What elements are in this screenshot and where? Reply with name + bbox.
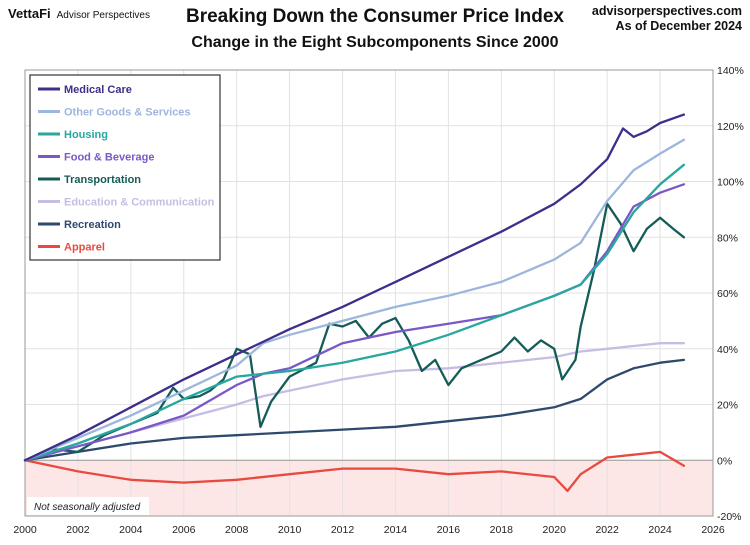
plot-border <box>24 69 714 517</box>
x-tick-label: 2010 <box>278 524 302 536</box>
note-box <box>27 497 149 515</box>
legend-label: Recreation <box>64 219 121 231</box>
as-of-date: As of December 2024 <box>615 19 742 33</box>
x-tick-label: 2002 <box>66 524 90 536</box>
y-tick-label: -20% <box>717 511 742 523</box>
series-line <box>23 113 686 462</box>
series-line <box>23 183 686 462</box>
y-tick-label: 80% <box>717 232 738 244</box>
y-tick-label: 40% <box>717 344 738 356</box>
note-label: Not seasonally adjusted <box>34 502 141 513</box>
x-tick-label: 2016 <box>437 524 461 536</box>
series-line <box>23 450 686 493</box>
x-tick-label: 2024 <box>648 524 672 536</box>
x-tick-label: 2020 <box>543 524 567 536</box>
legend-label: Apparel <box>64 242 105 254</box>
x-tick-label: 2026 <box>701 524 725 536</box>
legend-label: Food & Beverage <box>64 152 154 164</box>
x-tick-label: 2004 <box>119 524 143 536</box>
brand-logo: VettaFi Advisor Perspectives <box>8 6 150 21</box>
x-tick-label: 2006 <box>172 524 196 536</box>
chart-title: Breaking Down the Consumer Price Index <box>186 6 564 27</box>
y-tick-label: 60% <box>717 288 738 300</box>
y-tick-label: 20% <box>717 400 738 412</box>
legend-label: Transportation <box>64 174 141 186</box>
legend-label: Housing <box>64 129 108 141</box>
series-line <box>23 163 686 462</box>
series-line <box>23 138 686 462</box>
legend-label: Other Goods & Services <box>64 107 191 119</box>
site-attribution: advisorperspectives.com As of December 2… <box>592 4 742 34</box>
y-tick-label: 140% <box>717 65 744 77</box>
y-tick-label: 120% <box>717 121 744 133</box>
series-line <box>23 342 686 462</box>
x-tick-label: 2014 <box>384 524 408 536</box>
series-line <box>23 202 686 462</box>
legend-label: Medical Care <box>64 84 132 96</box>
legend-box <box>29 74 221 261</box>
x-tick-label: 2000 <box>13 524 37 536</box>
x-tick-label: 2012 <box>331 524 355 536</box>
site-url: advisorperspectives.com <box>591 4 742 18</box>
x-tick-label: 2022 <box>595 524 619 536</box>
brand-name: VettaFi <box>8 6 51 21</box>
y-tick-label: 100% <box>717 177 744 189</box>
y-tick-label: 0% <box>717 455 732 467</box>
brand-subtitle: Advisor Perspectives <box>56 10 150 21</box>
x-tick-label: 2008 <box>225 524 249 536</box>
series-line <box>23 358 686 462</box>
x-tick-label: 2018 <box>490 524 514 536</box>
legend-label: Education & Communication <box>64 197 215 209</box>
chart-subtitle: Change in the Eight Subcomponents Since … <box>191 34 559 51</box>
